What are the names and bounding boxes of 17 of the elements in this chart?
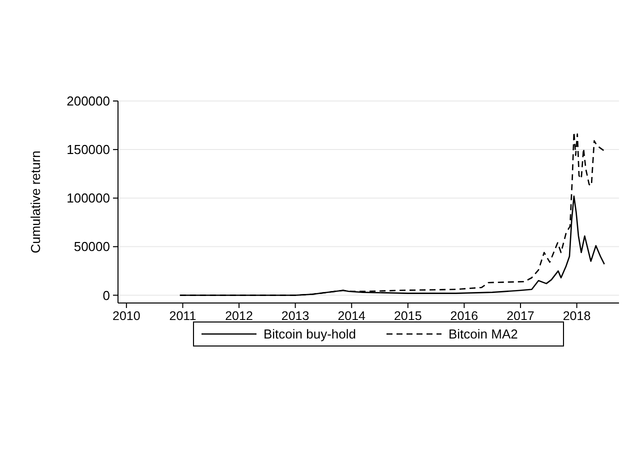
x-tick-label: 2018 xyxy=(562,309,591,323)
y-tick-label: 50000 xyxy=(74,239,110,254)
y-tick-label: 100000 xyxy=(66,190,110,206)
x-tick-label: 2017 xyxy=(506,309,534,323)
x-tick-label: 2010 xyxy=(112,309,140,323)
x-tick-label: 2014 xyxy=(338,309,366,323)
y-tick-label: 150000 xyxy=(66,142,110,158)
x-tick-label: 2015 xyxy=(394,309,422,323)
x-tick-label: 2011 xyxy=(169,309,196,323)
x-tick-label: 2013 xyxy=(281,309,310,323)
x-tick-label: 2016 xyxy=(450,309,478,323)
legend-label: Bitcoin MA2 xyxy=(448,326,518,342)
y-tick-label: 200000 xyxy=(66,94,110,109)
legend-label: Bitcoin buy-hold xyxy=(264,326,356,342)
y-tick-label: 0 xyxy=(102,288,110,303)
y-axis-title: Cumulative return xyxy=(28,150,43,254)
x-tick-label: 2012 xyxy=(225,309,253,323)
